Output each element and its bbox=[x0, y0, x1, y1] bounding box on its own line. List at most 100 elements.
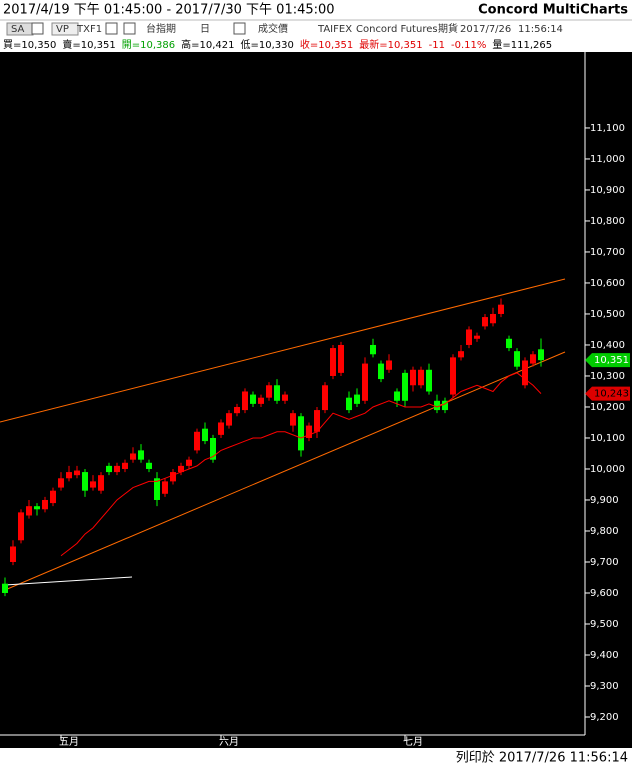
candle-body bbox=[530, 354, 536, 364]
candle-body bbox=[210, 437, 216, 460]
candle-body bbox=[290, 413, 296, 426]
candle-body bbox=[458, 351, 464, 358]
candle-body bbox=[114, 465, 120, 473]
y-tick-label: 9,800 bbox=[590, 526, 619, 537]
y-tick-label: 10,300 bbox=[590, 371, 625, 382]
candle-body bbox=[306, 425, 312, 438]
footer-bar bbox=[0, 748, 632, 767]
y-tick-label: 9,500 bbox=[590, 619, 619, 630]
quote-item: 收=10,351 bbox=[300, 38, 353, 51]
candle-body bbox=[98, 475, 104, 491]
dropdown[interactable] bbox=[233, 22, 246, 35]
candle-body bbox=[506, 338, 512, 349]
candle-body bbox=[26, 506, 32, 516]
candle-body bbox=[474, 335, 480, 339]
candle-body bbox=[514, 351, 520, 367]
y-tick-label: 10,900 bbox=[590, 185, 625, 196]
candle-body bbox=[482, 317, 488, 327]
candle-body bbox=[330, 348, 336, 376]
toolbar-button[interactable] bbox=[51, 22, 79, 36]
y-tick-label: 10,500 bbox=[590, 309, 625, 320]
toolbar-item: TAIFEX bbox=[317, 24, 352, 35]
x-tick-label: 七月 bbox=[403, 736, 423, 748]
candle-body bbox=[450, 357, 456, 395]
candle-body bbox=[538, 349, 544, 361]
dropdown[interactable] bbox=[105, 22, 118, 35]
candle-body bbox=[298, 416, 304, 451]
y-tick-label: 9,900 bbox=[590, 495, 619, 506]
candle-body bbox=[42, 499, 48, 510]
quote-item: 開=10,386 bbox=[122, 39, 175, 51]
y-tick-label: 11,100 bbox=[590, 123, 625, 134]
quote-item: 最新=10,351 bbox=[359, 38, 422, 51]
quote-item: 高=10,421 bbox=[181, 38, 234, 51]
candle-body bbox=[202, 428, 208, 442]
toolbar-item: 成交價 bbox=[258, 22, 288, 35]
candle-body bbox=[426, 369, 432, 392]
top-bars bbox=[0, 0, 632, 52]
price-tag bbox=[585, 386, 630, 401]
x-tick-label: 六月 bbox=[219, 736, 239, 748]
candle-body bbox=[170, 472, 176, 482]
candle-body bbox=[394, 391, 400, 401]
toolbar-item: 期貨 bbox=[438, 22, 458, 35]
date-range: 2017/4/19 下午 01:45:00 - 2017/7/30 下午 01:… bbox=[3, 3, 335, 18]
candle-body bbox=[466, 329, 472, 345]
toolbar-item: VP bbox=[56, 24, 69, 35]
candle-body bbox=[2, 583, 8, 593]
y-tick-label: 9,300 bbox=[590, 681, 619, 692]
price-tag-label: 10,243 bbox=[594, 389, 629, 400]
toolbar-item: 日 bbox=[200, 24, 210, 35]
candle-body bbox=[74, 470, 80, 476]
candle-body bbox=[82, 472, 88, 491]
y-tick-label: 9,600 bbox=[590, 588, 619, 599]
candle-body bbox=[250, 394, 256, 404]
y-tick-label: 9,200 bbox=[590, 712, 619, 723]
y-tick-label: 10,000 bbox=[590, 464, 625, 475]
price-tag-label: 10,351 bbox=[594, 355, 629, 366]
candle-body bbox=[138, 450, 144, 460]
price-tag bbox=[585, 353, 630, 368]
y-tick-label: 10,600 bbox=[590, 278, 625, 289]
trend-line bbox=[0, 278, 566, 423]
candle-body bbox=[266, 385, 272, 398]
candle-body bbox=[378, 363, 384, 380]
candle-body bbox=[362, 363, 368, 401]
candle-body bbox=[106, 465, 112, 473]
candle-body bbox=[130, 453, 136, 460]
candle-body bbox=[490, 313, 496, 324]
candle-body bbox=[50, 490, 56, 504]
y-tick-label: 9,700 bbox=[590, 557, 619, 568]
y-tick-label: 10,400 bbox=[590, 340, 625, 351]
candle-body bbox=[10, 546, 16, 562]
candle-body bbox=[418, 369, 424, 386]
candle-body bbox=[434, 400, 440, 411]
candle-body bbox=[34, 506, 40, 510]
candle-body bbox=[154, 478, 160, 500]
candle-body bbox=[314, 410, 320, 432]
quote-item: -0.11% bbox=[451, 40, 486, 51]
dropdown[interactable] bbox=[31, 22, 44, 35]
y-tick-label: 10,100 bbox=[590, 433, 625, 444]
candle-body bbox=[274, 385, 280, 401]
dropdown[interactable] bbox=[123, 22, 136, 35]
candle-body bbox=[18, 512, 24, 541]
quote-item: 量=111,265 bbox=[492, 39, 552, 51]
app-name: Concord MultiCharts bbox=[478, 3, 628, 18]
candle-body bbox=[234, 406, 240, 414]
candle-body bbox=[66, 472, 72, 479]
candle-body bbox=[386, 360, 392, 370]
chart-bg bbox=[0, 52, 632, 748]
candle-body bbox=[402, 372, 408, 401]
quote-item: -11 bbox=[429, 40, 445, 51]
candle-body bbox=[282, 394, 288, 401]
y-tick-label: 9,400 bbox=[590, 650, 619, 661]
toolbar-item: TXF1 bbox=[76, 24, 102, 35]
ma-line bbox=[60, 372, 542, 557]
toolbar-item: Concord Futures bbox=[356, 24, 438, 35]
candle-body bbox=[354, 394, 360, 404]
candle-body bbox=[90, 481, 96, 488]
candle-body bbox=[186, 459, 192, 466]
toolbar-item: 2017/7/26 bbox=[460, 24, 511, 35]
